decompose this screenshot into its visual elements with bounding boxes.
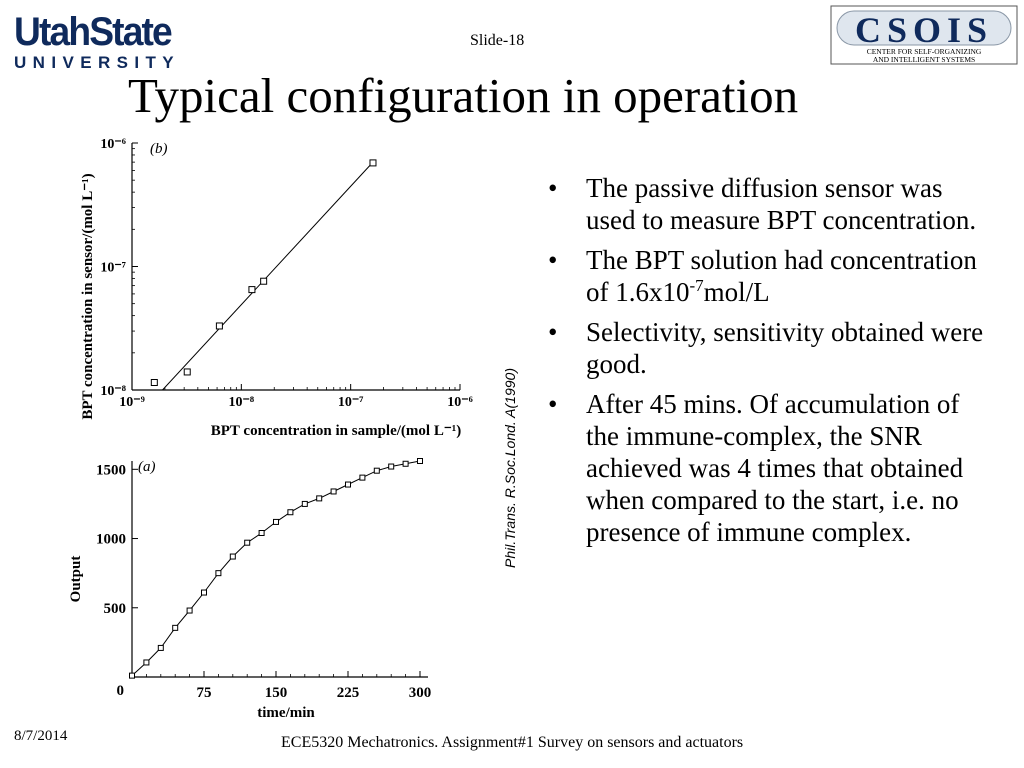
data-point xyxy=(273,518,279,525)
data-point xyxy=(129,672,135,679)
usu-logo-university: UNIVERSITY xyxy=(14,53,181,72)
data-point xyxy=(215,570,222,577)
data-point xyxy=(402,460,409,467)
x-tick-label: 10⁻⁸ xyxy=(229,395,255,410)
footer-date: 8/7/2014 xyxy=(14,728,68,744)
y-tick-label: 1000 xyxy=(96,532,126,548)
data-point xyxy=(229,553,236,560)
slide-number: Slide-18 xyxy=(470,32,525,49)
data-point xyxy=(330,488,337,495)
data-point xyxy=(143,659,150,666)
data-point xyxy=(183,368,191,376)
x-tick-label: 225 xyxy=(337,685,360,701)
bullet-text: Selectivity, sensitivity obtained were g… xyxy=(586,317,984,379)
data-point xyxy=(369,159,377,167)
slide-title: Typical configuration in operation xyxy=(128,68,799,123)
bullet-list: The passive diffusion sensor was used to… xyxy=(548,172,988,556)
y-tick-label: 500 xyxy=(104,601,127,617)
data-point xyxy=(201,589,207,596)
csois-logo-line1: CENTER FOR SELF-ORGANIZING xyxy=(867,47,982,56)
data-point xyxy=(287,509,294,516)
bullet-text: The BPT solution had concentration of 1.… xyxy=(586,245,977,307)
y-tick-label: 1500 xyxy=(96,462,126,478)
data-point xyxy=(215,322,223,330)
x-tick-label: 10⁻⁶ xyxy=(447,395,473,410)
x-tick-label: 150 xyxy=(265,685,288,701)
bullet-text: After 45 mins. Of accumulation of the im… xyxy=(586,389,964,547)
citation-text: Phil.Trans. R.Soc.Lond. A(1990) xyxy=(502,368,518,568)
x-tick-label: 10⁻⁹ xyxy=(119,395,145,410)
panel-label: (b) xyxy=(150,141,168,157)
bullet-item: The BPT solution had concentration of 1.… xyxy=(548,244,988,308)
y-axis-label: Output xyxy=(68,556,84,603)
bullet-text: The passive diffusion sensor was used to… xyxy=(586,173,977,235)
fit-curve xyxy=(131,460,421,676)
x-tick-label: 300 xyxy=(409,685,432,701)
bullet-text-after: mol/L xyxy=(703,277,770,307)
bullet-item: After 45 mins. Of accumulation of the im… xyxy=(548,388,988,548)
usu-logo-wordmark: UtahState xyxy=(14,10,173,54)
calibration-chart: 10⁻⁹ 10⁻⁸ 10⁻⁷ 10⁻⁶10⁻⁸10⁻⁷10⁻⁶ (b)BPT conce… xyxy=(80,137,473,439)
csois-logo: CSOIS CENTER FOR SELF-ORGANIZING AND INT… xyxy=(830,5,1018,65)
x-tick-label: 10⁻⁷ xyxy=(338,395,364,410)
data-point xyxy=(157,644,164,651)
y-axis-label: BPT concentration in sensor/(mol L⁻¹) xyxy=(80,173,96,419)
csois-logo-line2: AND INTELLIGENT SYSTEMS xyxy=(873,55,975,64)
data-point xyxy=(260,277,268,285)
data-point xyxy=(248,286,256,294)
bullet-superscript: -7 xyxy=(689,276,704,295)
x-tick-label: 75 xyxy=(197,685,212,701)
fit-line xyxy=(162,161,374,391)
usu-logo: UtahState UNIVERSITY xyxy=(14,12,200,72)
data-point xyxy=(186,607,193,614)
y-tick-label: 10⁻⁶ xyxy=(100,137,126,152)
data-point xyxy=(244,539,251,546)
data-point xyxy=(172,624,179,631)
data-point xyxy=(373,467,380,474)
bullet-item: The passive diffusion sensor was used to… xyxy=(548,172,988,236)
y-tick-label: 10⁻⁸ xyxy=(100,384,126,399)
data-point xyxy=(150,379,158,387)
x-axis-label: time/min xyxy=(257,705,315,721)
data-point xyxy=(417,458,423,464)
data-point xyxy=(345,481,351,488)
footer-course: ECE5320 Mechatronics. Assignment#1 Surve… xyxy=(281,734,744,751)
bullet-item: Selectivity, sensitivity obtained were g… xyxy=(548,316,988,380)
data-point xyxy=(359,474,366,481)
data-point xyxy=(301,500,308,507)
y-tick-label: 0 xyxy=(117,683,125,699)
x-axis-label: BPT concentration in sample/(mol L⁻¹) xyxy=(211,423,461,439)
data-point xyxy=(316,495,323,502)
data-point xyxy=(388,463,395,470)
output-time-chart: 75 150 225 300 0 500 1000 1500 (a) time/min Output xyxy=(68,458,432,721)
data-point xyxy=(258,530,265,536)
csois-logo-name: CSOIS xyxy=(855,10,993,50)
panel-label: (a) xyxy=(138,459,156,475)
y-tick-label: 10⁻⁷ xyxy=(100,261,126,276)
citation: Phil.Trans. R.Soc.Lond. A(1990) xyxy=(500,348,520,588)
